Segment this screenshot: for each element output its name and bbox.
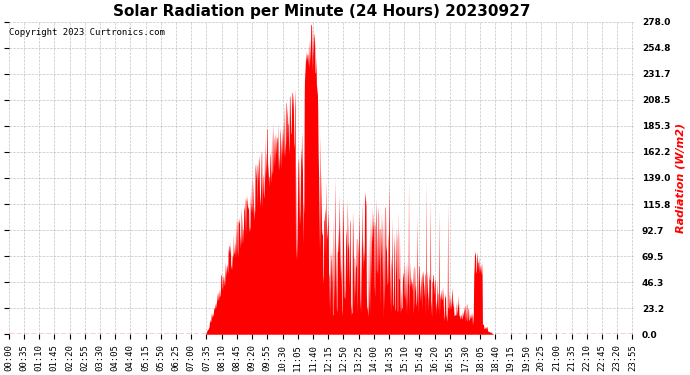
Y-axis label: Radiation (W/m2): Radiation (W/m2) xyxy=(676,123,686,233)
Text: Copyright 2023 Curtronics.com: Copyright 2023 Curtronics.com xyxy=(9,28,165,37)
Title: Solar Radiation per Minute (24 Hours) 20230927: Solar Radiation per Minute (24 Hours) 20… xyxy=(112,4,530,19)
